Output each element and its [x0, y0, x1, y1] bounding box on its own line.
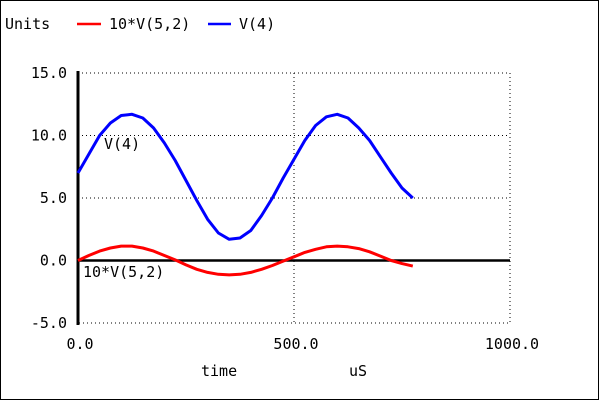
series-line-10vx52 [77, 244, 414, 277]
y-tick-label: 0.0 [40, 252, 67, 270]
inline-label-10vx52: 10*V(5,2) [83, 263, 164, 281]
legend-label-v4: V(4) [239, 15, 275, 33]
series-lines [76, 112, 414, 277]
grid [78, 73, 510, 323]
legend: Units 10*V(5,2) V(4) [5, 15, 275, 33]
y-tick-label: 5.0 [40, 189, 67, 207]
x-tick-label: 1000.0 [485, 335, 539, 353]
x-tick-label: 500.0 [273, 335, 318, 353]
x-tick-labels: 0.0 500.0 1000.0 [66, 335, 539, 353]
series-inline-labels: V(4) 10*V(5,2) [83, 135, 164, 281]
y-tick-labels: 15.0 10.0 5.0 0.0 -5.0 [31, 64, 67, 332]
legend-prefix: Units [5, 15, 50, 33]
x-axis-unit: uS [349, 362, 367, 380]
x-axis-label: time [201, 362, 237, 380]
series-line-v4 [76, 112, 414, 241]
y-tick-label: 10.0 [31, 127, 67, 145]
legend-label-10vx52: 10*V(5,2) [109, 15, 190, 33]
y-tick-label: -5.0 [31, 314, 67, 332]
y-tick-label: 15.0 [31, 64, 67, 82]
inline-label-v4: V(4) [104, 135, 140, 153]
x-tick-label: 0.0 [66, 335, 93, 353]
